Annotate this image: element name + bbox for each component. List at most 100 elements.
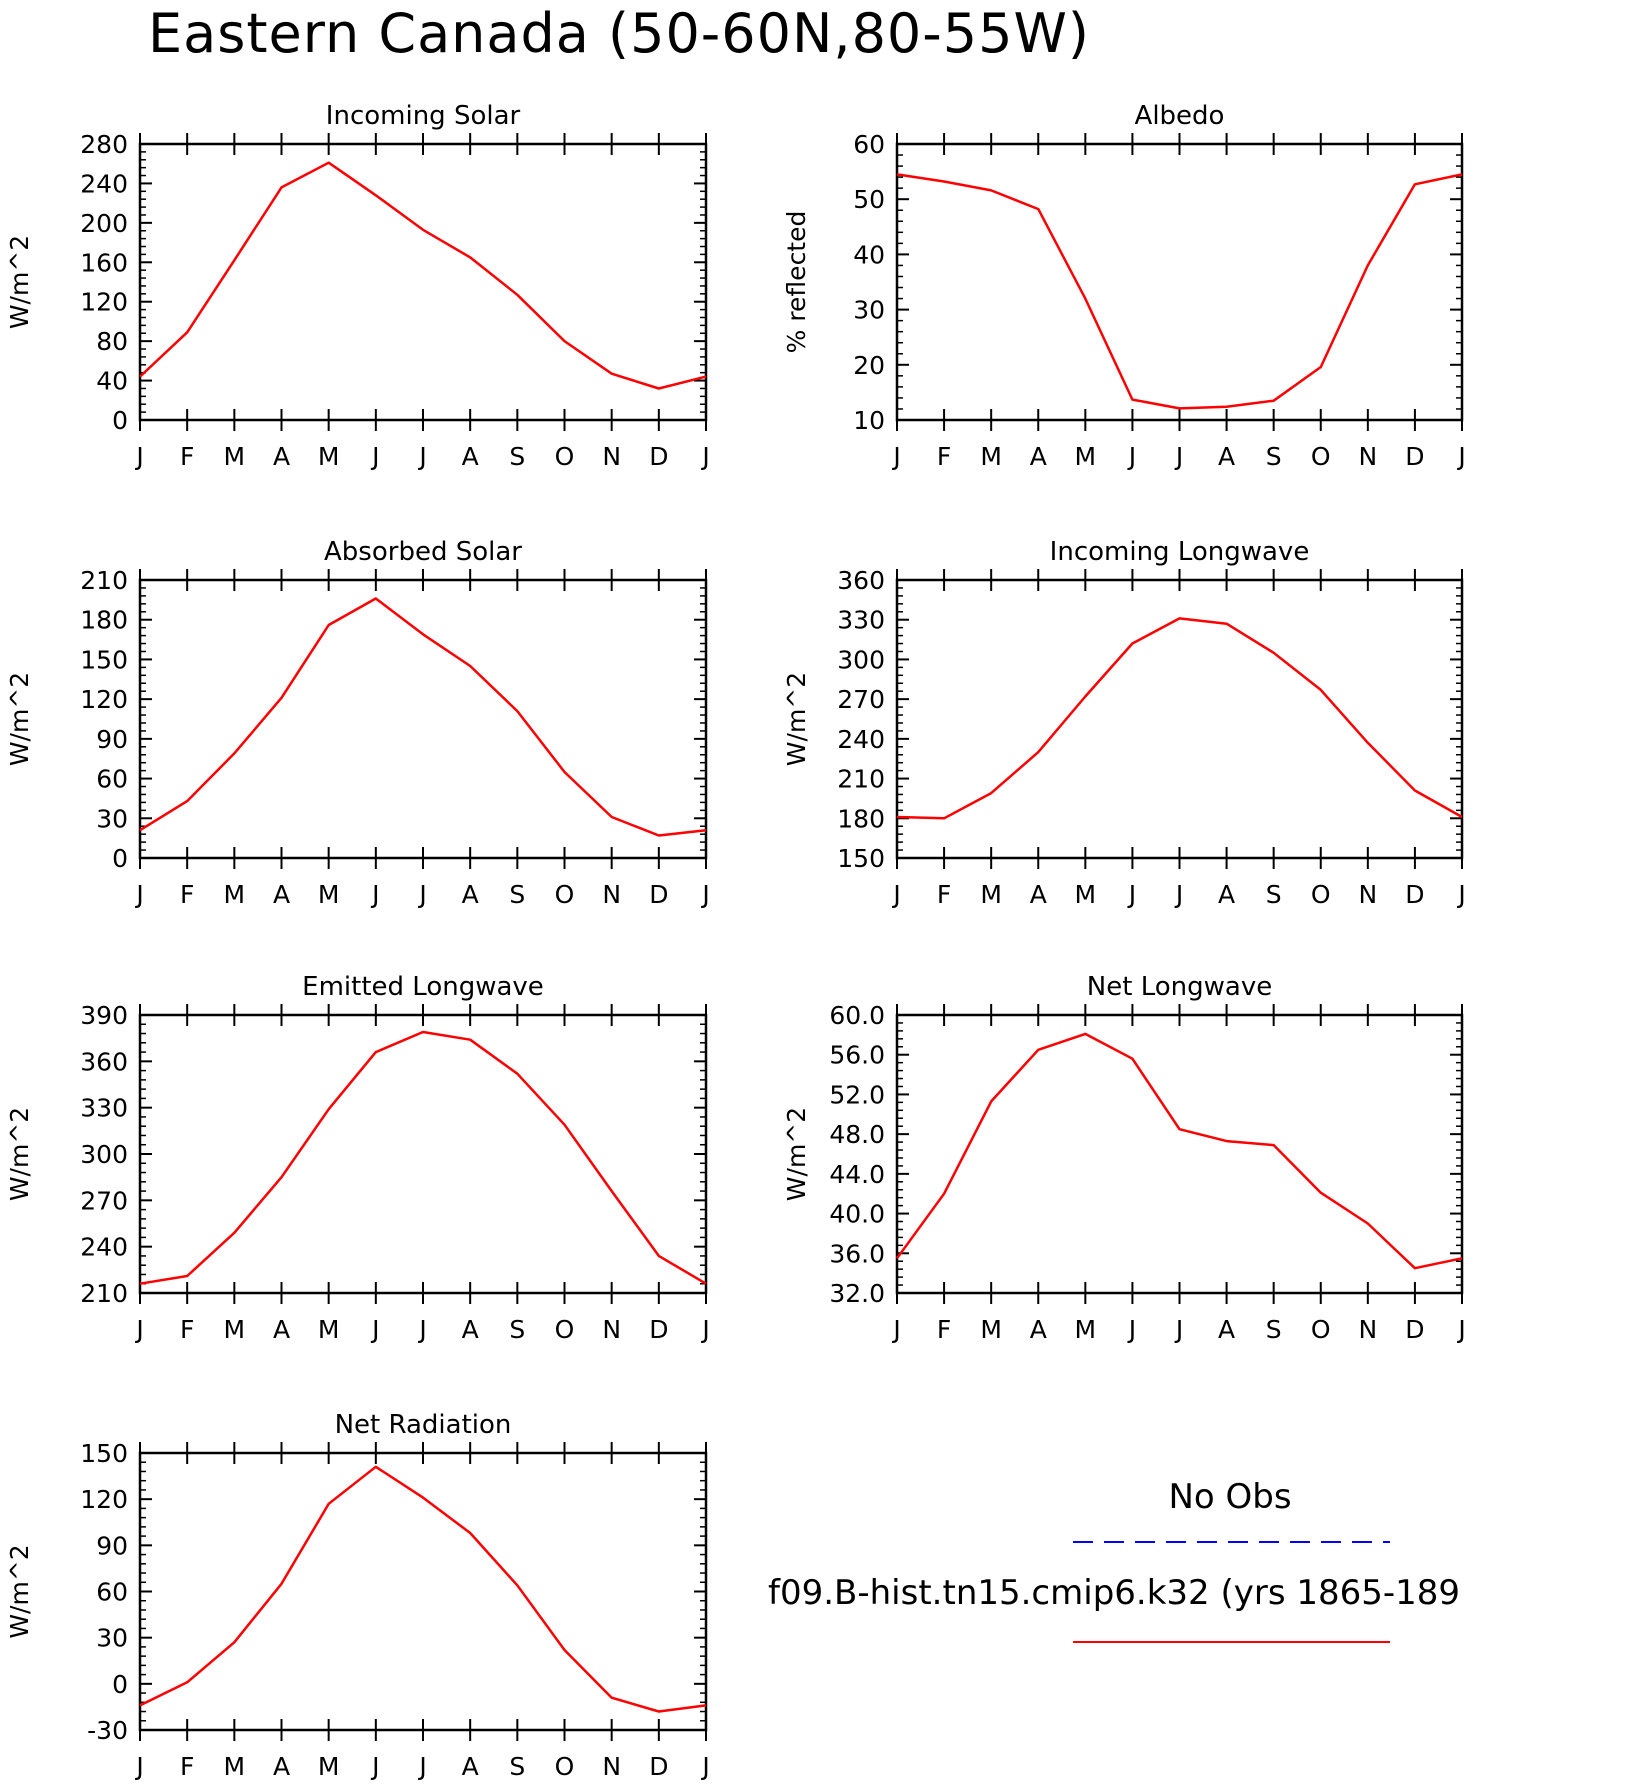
y-tick-label: 270	[80, 1186, 128, 1215]
x-tick-label: O	[555, 880, 575, 909]
x-tick-label: J	[891, 880, 900, 909]
x-tick-label: M	[980, 880, 1002, 909]
x-tick-label: S	[509, 880, 525, 909]
x-tick-label: F	[937, 880, 951, 909]
x-tick-label: J	[370, 1752, 379, 1781]
x-tick-label: J	[891, 442, 900, 471]
x-tick-label: J	[1456, 1315, 1465, 1344]
x-tick-label: F	[180, 1752, 194, 1781]
panel-emitted-longwave: J F M A M J J A S O N D J210240270300330360390Emitte…	[5, 972, 710, 1344]
x-tick-label: D	[649, 880, 668, 909]
y-tick-label: 90	[96, 725, 128, 754]
y-tick-label: 330	[837, 606, 885, 635]
x-tick-label: N	[1358, 1315, 1377, 1344]
x-tick-label: D	[649, 1315, 668, 1344]
panel-title: Albedo	[1135, 101, 1225, 131]
y-tick-label: 120	[80, 685, 128, 714]
x-tick-label: M	[224, 1752, 246, 1781]
x-tick-label: D	[1405, 880, 1424, 909]
y-tick-label: 50	[853, 185, 885, 214]
x-tick-label: M	[224, 880, 246, 909]
panel-title: Net Longwave	[1087, 972, 1272, 1002]
y-tick-label: 0	[112, 844, 128, 873]
panel-title: Net Radiation	[335, 1410, 512, 1440]
x-tick-label: A	[273, 442, 290, 471]
y-axis-label: W/m^2	[5, 1107, 34, 1201]
series-line	[139, 1030, 707, 1285]
figure-title: Eastern Canada (50-60N,80-55W)	[148, 2, 1090, 65]
x-tick-label: A	[462, 1315, 479, 1344]
x-tick-label: N	[602, 1752, 621, 1781]
panel-incoming-longwave: J F M A M J J A S O N D J150180210240270300330360Inc…	[782, 537, 1466, 909]
y-tick-label: 44.0	[829, 1160, 885, 1189]
plot-frame	[895, 1013, 1464, 1295]
x-tick-label: S	[509, 1315, 525, 1344]
x-tick-label: J	[134, 1315, 143, 1344]
x-tick-label: O	[1311, 442, 1331, 471]
x-tick-label: S	[1266, 442, 1282, 471]
x-tick-label: J	[417, 1315, 426, 1344]
x-tick-label: A	[462, 1752, 479, 1781]
y-tick-label: 280	[80, 130, 128, 159]
y-tick-label: 30	[96, 1624, 128, 1653]
y-tick-label: 60.0	[829, 1001, 885, 1030]
plot-frame	[138, 142, 708, 422]
x-tick-label: J	[370, 442, 379, 471]
y-tick-label: 360	[80, 1047, 128, 1076]
x-tick-label: D	[1405, 1315, 1424, 1344]
series-line	[896, 617, 1463, 820]
x-tick-label: J	[1127, 442, 1136, 471]
x-tick-label: O	[555, 442, 575, 471]
y-tick-label: 120	[80, 288, 128, 317]
panels: J F M A M J J A S O N D J04080120160200240280Incomin…	[5, 101, 1466, 1781]
y-tick-label: 60	[96, 1578, 128, 1607]
y-tick-label: 56.0	[829, 1041, 885, 1070]
series-line	[139, 161, 707, 390]
y-tick-label: 300	[80, 1140, 128, 1169]
y-tick-label: 150	[80, 1439, 128, 1468]
y-tick-label: 52.0	[829, 1080, 885, 1109]
x-tick-label: M	[1075, 1315, 1097, 1344]
panel-title: Incoming Longwave	[1050, 537, 1310, 567]
y-tick-label: 20	[853, 351, 885, 380]
x-tick-label: M	[318, 1315, 340, 1344]
y-tick-label: 120	[80, 1485, 128, 1514]
panel-absorbed-solar: J F M A M J J A S O N D J0306090120150180210Absorbed…	[5, 537, 710, 909]
y-tick-label: 0	[112, 1670, 128, 1699]
y-tick-label: 360	[837, 566, 885, 595]
x-tick-label: M	[318, 1752, 340, 1781]
x-tick-label: A	[1030, 880, 1047, 909]
x-tick-label: F	[180, 442, 194, 471]
x-tick-label: M	[980, 442, 1002, 471]
series-line	[896, 173, 1463, 410]
x-tick-label: J	[370, 880, 379, 909]
y-tick-label: 390	[80, 1001, 128, 1030]
panel-title: Emitted Longwave	[302, 972, 544, 1002]
y-tick-label: 300	[837, 645, 885, 674]
x-tick-label: S	[1266, 880, 1282, 909]
x-tick-label: J	[1174, 1315, 1183, 1344]
x-tick-label: F	[937, 442, 951, 471]
legend-model-label: f09.B-hist.tn15.cmip6.k32 (yrs 1865-189	[768, 1573, 1460, 1613]
x-tick-label: O	[1311, 1315, 1331, 1344]
panel-net-longwave: J F M A M J J A S O N D J32.036.040.044.048.052.056.…	[782, 972, 1466, 1344]
series-line	[139, 1465, 707, 1713]
x-tick-label: N	[602, 880, 621, 909]
y-tick-label: 240	[80, 1233, 128, 1262]
x-tick-label: M	[318, 880, 340, 909]
y-tick-label: 48.0	[829, 1120, 885, 1149]
y-tick-label: 200	[80, 209, 128, 238]
x-tick-label: J	[700, 1315, 709, 1344]
x-tick-label: N	[1358, 442, 1377, 471]
y-axis-label: % reflected	[782, 211, 811, 354]
y-tick-label: 240	[80, 169, 128, 198]
x-tick-label: J	[1174, 880, 1183, 909]
y-tick-label: 240	[837, 725, 885, 754]
y-tick-label: 180	[80, 606, 128, 635]
x-tick-label: F	[180, 1315, 194, 1344]
x-tick-label: J	[1456, 442, 1465, 471]
x-tick-label: J	[134, 880, 143, 909]
